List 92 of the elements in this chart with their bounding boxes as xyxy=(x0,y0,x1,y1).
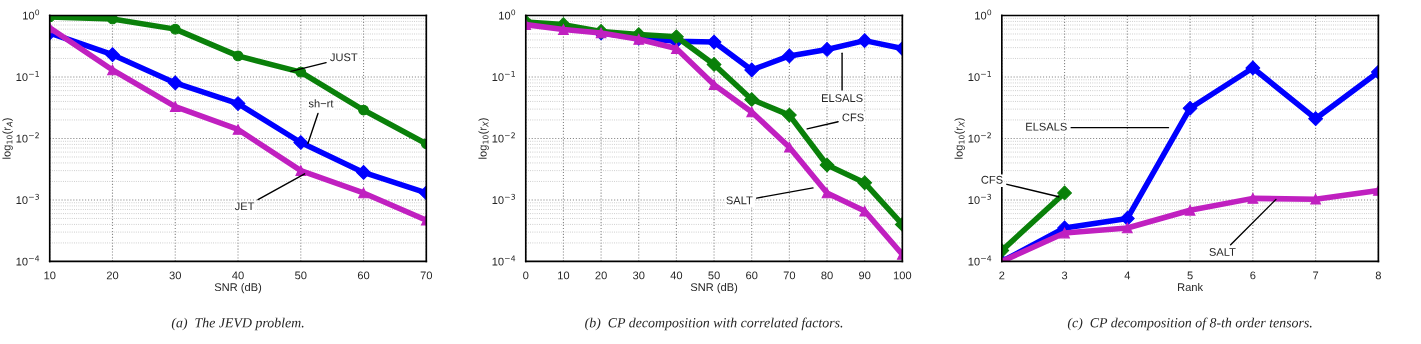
annotation: ELSALS xyxy=(1026,122,1067,131)
point xyxy=(232,50,244,62)
y-axis-title: log$_{10}$(r$_{X}$) xyxy=(478,118,489,159)
annotation: CFS xyxy=(981,175,1003,184)
point xyxy=(706,34,722,50)
point xyxy=(781,107,797,123)
x-tick-label: 7 xyxy=(1313,271,1319,280)
point xyxy=(356,165,371,180)
y-tick-label: 10$^{−2}$ xyxy=(492,132,515,143)
x-tick-label: 30 xyxy=(632,271,645,280)
y-tick-label: 10$^{−2}$ xyxy=(968,132,991,143)
y-tick-label: 10$^{−1}$ xyxy=(968,71,991,82)
y-tick-label: 10$^{0}$ xyxy=(23,9,40,20)
x-tick-label: 60 xyxy=(357,271,370,280)
y-tick-label: 10$^{−1}$ xyxy=(16,71,39,82)
x-tick-label: 5 xyxy=(1187,271,1193,280)
point xyxy=(781,48,797,64)
annotation: ELSALS xyxy=(821,94,863,103)
point xyxy=(293,135,309,150)
point xyxy=(857,175,873,191)
x-tick-label: 0 xyxy=(523,271,529,280)
point xyxy=(857,33,873,49)
point xyxy=(169,101,181,112)
point xyxy=(1247,193,1259,204)
x-tick-label: 100 xyxy=(893,271,912,280)
text: (b) CP decomposition with correlated factors. xyxy=(585,317,843,331)
point xyxy=(819,157,835,173)
x-axis-title: SNR (dB) xyxy=(214,282,262,294)
point xyxy=(744,92,760,107)
x-axis-title: SNR (dB) xyxy=(690,282,738,294)
annotation: CFS xyxy=(842,113,864,122)
annotation: sh−rt xyxy=(308,99,334,108)
x-tick-label: 60 xyxy=(746,271,758,280)
point xyxy=(1310,193,1321,205)
annotation: SALT xyxy=(726,196,753,205)
x-tick-label: 80 xyxy=(821,271,833,280)
y-tick-label: 10$^{−4}$ xyxy=(16,255,40,266)
x-tick-label: 20 xyxy=(106,271,119,280)
point xyxy=(1308,111,1323,127)
x-tick-label: 10 xyxy=(44,271,56,280)
y-axis-title: log$_{10}$(r$_{X}$) xyxy=(954,118,965,159)
point xyxy=(107,15,118,25)
text: (c) CP decomposition of 8-th order tensors. xyxy=(1067,317,1312,331)
point xyxy=(706,57,722,72)
x-tick-label: 70 xyxy=(783,271,796,280)
y-tick-label: 10$^{−3}$ xyxy=(492,193,516,204)
point xyxy=(1119,211,1135,226)
annotation: SALT xyxy=(1209,248,1236,256)
point xyxy=(167,75,183,91)
point xyxy=(105,47,120,63)
x-tick-label: 2 xyxy=(999,271,1005,280)
point xyxy=(744,62,760,78)
y-axis-title: log$_{10}$(r$_{A}$) xyxy=(2,118,13,159)
x-tick-label: 20 xyxy=(595,271,607,280)
point xyxy=(169,23,181,35)
x-axis-title: Rank xyxy=(1178,282,1204,292)
point xyxy=(230,96,246,111)
point xyxy=(819,42,835,57)
y-tick-label: 10$^{0}$ xyxy=(499,9,516,20)
annotation: JET xyxy=(234,202,255,211)
y-tick-label: 10$^{−1}$ xyxy=(492,71,515,82)
x-tick-label: 3 xyxy=(1061,271,1068,280)
point xyxy=(558,24,569,35)
y-tick-label: 10$^{−2}$ xyxy=(16,132,39,143)
x-tick-label: 40 xyxy=(232,271,244,280)
x-tick-label: 8 xyxy=(1375,271,1381,280)
point xyxy=(358,104,369,116)
text: (a) The JEVD problem. xyxy=(171,317,304,331)
y-tick-label: 10$^{−4}$ xyxy=(968,255,992,266)
annotation: JUST xyxy=(330,53,358,62)
x-tick-label: 50 xyxy=(295,271,307,280)
x-tick-label: 6 xyxy=(1250,271,1256,280)
x-tick-label: 90 xyxy=(859,271,871,280)
x-tick-label: 10 xyxy=(558,271,570,280)
point xyxy=(669,29,684,45)
point xyxy=(1059,227,1070,239)
y-tick-label: 10$^{−4}$ xyxy=(492,255,516,266)
x-tick-label: 4 xyxy=(1124,271,1131,280)
point xyxy=(107,64,118,76)
y-tick-label: 10$^{−3}$ xyxy=(968,193,992,204)
x-tick-label: 40 xyxy=(670,271,683,280)
y-tick-label: 10$^{0}$ xyxy=(975,9,992,20)
x-tick-label: 30 xyxy=(169,271,181,280)
x-tick-label: 50 xyxy=(708,271,720,280)
point xyxy=(358,187,369,199)
x-tick-label: 70 xyxy=(420,271,433,280)
y-tick-label: 10$^{−3}$ xyxy=(16,193,39,204)
point xyxy=(1182,100,1198,116)
point xyxy=(1245,60,1261,76)
point xyxy=(1121,222,1133,234)
point xyxy=(1184,204,1196,216)
point xyxy=(821,187,833,199)
